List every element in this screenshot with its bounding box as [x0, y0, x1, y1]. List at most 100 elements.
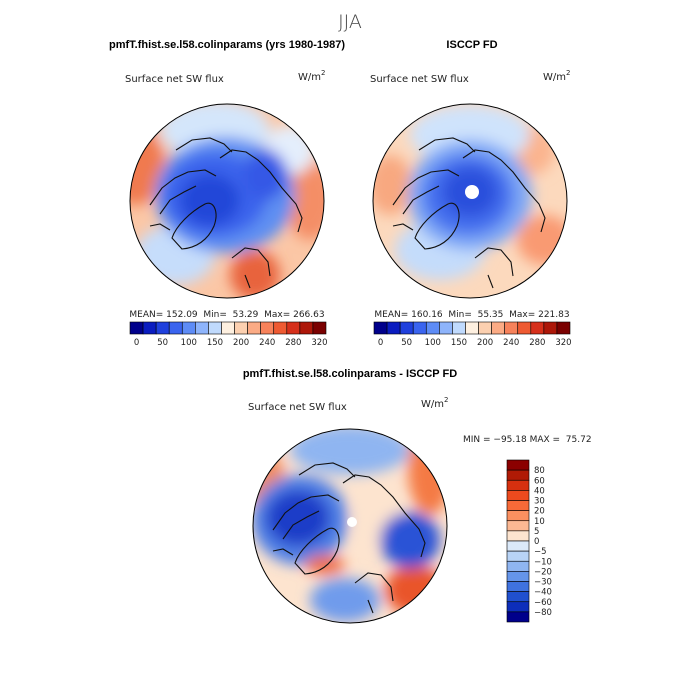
colorbar-swatch — [506, 611, 530, 623]
panel-model-units: W/m2 — [298, 69, 325, 83]
figure-suptitle: JJA — [338, 11, 362, 33]
colorbar-tick-label: −40 — [534, 588, 552, 598]
panel-model-colorbar: 0 50 100 150 200 240 280 320 — [129, 321, 328, 348]
colorbar-swatch — [386, 321, 401, 335]
colorbar-swatch — [425, 321, 440, 335]
colorbar-tick-label: 0 — [378, 338, 383, 348]
panel-obs: ISCCP FD Surface net SW flux W/m2 — [370, 39, 572, 348]
panel-diff: pmfT.fhist.se.l58.colinparams - ISCCP FD… — [243, 368, 592, 624]
colorbar-tick-label: 100 — [425, 338, 441, 348]
colorbar-tick-label: −80 — [534, 608, 552, 618]
colorbar-tick-label: 0 — [534, 537, 539, 547]
colorbar-swatch — [506, 591, 530, 603]
colorbar-tick-label: 60 — [534, 476, 545, 486]
panel-obs-colorbar: 0 50 100 150 200 240 280 320 — [373, 321, 572, 348]
coastline-alaska — [418, 137, 476, 153]
coastlines — [392, 137, 546, 289]
panel-model-title: pmfT.fhist.se.l58.colinparams (yrs 1980-… — [109, 39, 345, 51]
colorbar-swatch — [506, 540, 530, 552]
colorbar-swatch — [286, 321, 301, 335]
colorbar-swatch — [412, 321, 427, 335]
coastline-eurasia — [462, 149, 546, 289]
colorbar-swatch — [452, 321, 466, 335]
colorbar-swatch — [530, 321, 545, 335]
colorbar-swatch — [247, 321, 261, 335]
panel-obs-title: ISCCP FD — [446, 39, 497, 51]
missing-data-pole — [465, 185, 479, 199]
colorbar-swatch — [195, 321, 209, 335]
coastline-eurasia — [342, 474, 426, 614]
coastlines — [272, 462, 426, 614]
coastline-alaska — [175, 137, 233, 153]
colorbar-tick-label: 320 — [311, 338, 327, 348]
colorbar-swatch — [506, 530, 530, 542]
map-boundary — [252, 428, 448, 624]
colorbar-tick-label: 150 — [207, 338, 223, 348]
panel-diff-stats: MIN = −95.18 MAX = 75.72 — [463, 435, 592, 445]
colorbar-swatch — [299, 321, 314, 335]
colorbar-swatch — [506, 560, 530, 572]
colorbar-tick-label: 240 — [503, 338, 519, 348]
colorbar-swatch — [234, 321, 248, 335]
colorbar-swatch — [478, 321, 492, 335]
panel-model-field-label: Surface net SW flux — [125, 74, 224, 85]
colorbar-swatch — [155, 321, 170, 335]
map-boundary — [129, 103, 325, 299]
colorbar-tick-label: 5 — [534, 527, 539, 537]
colorbar-swatch — [142, 321, 157, 335]
panel-obs-field-label: Surface net SW flux — [370, 74, 469, 85]
colorbar-tick-label: −30 — [534, 578, 552, 588]
colorbar-swatch — [506, 550, 530, 562]
colorbar-tick-label: 40 — [534, 486, 545, 496]
colorbar-tick-label: 280 — [529, 338, 545, 348]
colorbar-swatch — [506, 581, 530, 592]
coastline-greenland — [294, 527, 340, 575]
colorbar-tick-label: 0 — [134, 338, 139, 348]
coastlines — [149, 137, 303, 289]
colorbar-tick-label: 200 — [233, 338, 249, 348]
colorbar-swatch — [556, 321, 571, 335]
colorbar-swatch — [506, 479, 530, 491]
colorbar-tick-label: 50 — [157, 338, 168, 348]
colorbar-tick-label: 50 — [401, 338, 412, 348]
coastline-canada — [392, 169, 460, 231]
field-blob — [305, 555, 345, 575]
colorbar-swatch — [260, 321, 275, 335]
field-blob — [290, 429, 410, 475]
units-exponent: 2 — [321, 69, 325, 77]
colorbar-swatch — [506, 500, 530, 511]
coastline-alaska — [298, 462, 356, 478]
colorbar-tick-label: −20 — [534, 567, 552, 577]
colorbar-swatch — [129, 321, 144, 335]
colorbar-swatch — [506, 459, 530, 471]
colorbar-tick-label: 240 — [259, 338, 275, 348]
coastline-greenland — [171, 202, 217, 250]
panel-obs-stats: MEAN= 160.16 Min= 55.35 Max= 221.83 — [374, 310, 569, 320]
panel-diff-map — [253, 429, 447, 623]
colorbar-tick-label: 20 — [534, 507, 545, 517]
colorbar-swatch — [504, 321, 519, 335]
units-base: W/m — [298, 72, 321, 83]
colorbar-swatch — [221, 321, 235, 335]
coastline-greenland — [414, 202, 460, 250]
units-exponent: 2 — [566, 69, 570, 77]
field-blob — [408, 429, 447, 515]
panel-obs-map — [373, 104, 567, 298]
colorbar-swatch — [543, 321, 558, 335]
field-blob — [380, 512, 440, 568]
units-base: W/m — [421, 399, 444, 410]
field-blob — [266, 490, 330, 546]
field-blob — [230, 250, 280, 298]
coastline-eurasia — [219, 149, 303, 289]
colorbar-swatch — [208, 321, 222, 335]
colorbar-tick-label: 320 — [555, 338, 571, 348]
colorbar-tick-label: 80 — [534, 466, 545, 476]
field-blob — [310, 578, 380, 622]
colorbar-tick-label: 10 — [534, 517, 545, 527]
map-boundary — [372, 103, 568, 299]
colorbar-swatch — [168, 321, 183, 335]
units-base: W/m — [543, 72, 566, 83]
colorbar-tick-label: −60 — [534, 598, 552, 608]
